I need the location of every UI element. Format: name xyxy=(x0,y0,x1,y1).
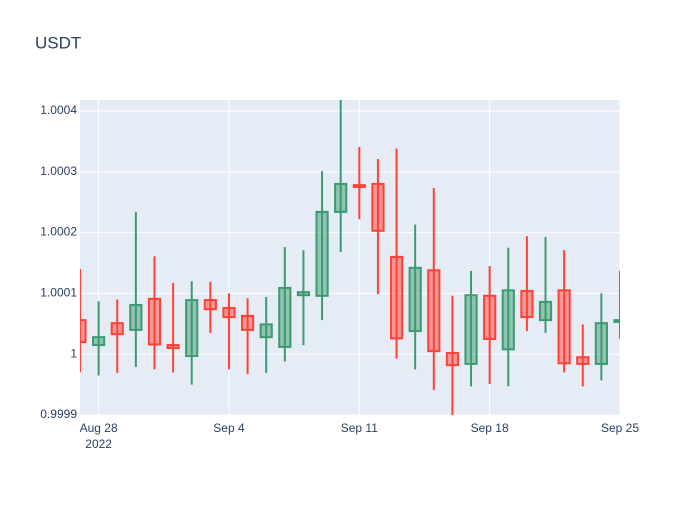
candle-body xyxy=(185,299,199,358)
candle-body xyxy=(501,289,515,351)
candle-body xyxy=(166,344,180,350)
candle-body xyxy=(352,184,366,188)
x-tick-label: Sep 18 xyxy=(471,421,509,435)
candle-body xyxy=(464,294,478,365)
candle-body xyxy=(408,266,422,333)
x-tick-year: 2022 xyxy=(85,437,112,451)
candle-body xyxy=(613,319,620,323)
x-tick-label: Sep 25 xyxy=(601,421,639,435)
y-tick-label: 1.0002 xyxy=(40,225,77,239)
plot-background xyxy=(80,100,620,415)
candle-body xyxy=(241,314,255,331)
x-tick-label: Aug 28 xyxy=(80,421,118,435)
candle-body xyxy=(594,322,608,365)
candles xyxy=(80,100,620,415)
candle-body xyxy=(538,300,553,322)
y-tick-label: 0.9999 xyxy=(40,407,77,421)
candle-body xyxy=(445,351,459,367)
candle-body xyxy=(371,182,385,232)
candle-body xyxy=(520,289,534,319)
candle-body xyxy=(147,297,162,346)
candle-body xyxy=(110,322,124,336)
candle-body xyxy=(222,306,236,319)
y-tick-label: 1.0004 xyxy=(40,103,77,117)
candle-body xyxy=(259,323,273,339)
candle-body xyxy=(576,356,590,365)
y-tick-label: 1.0001 xyxy=(40,286,77,300)
x-tick-label: Sep 11 xyxy=(341,421,378,435)
y-tick-label: 1.0003 xyxy=(40,164,77,178)
x-tick-label: Sep 4 xyxy=(213,421,245,435)
candle-body xyxy=(278,286,292,348)
candle-body xyxy=(80,319,87,344)
candle-body xyxy=(129,303,143,331)
candle-body xyxy=(557,289,571,365)
candle-body xyxy=(483,294,497,340)
candle-body xyxy=(296,291,311,297)
candle-body xyxy=(427,269,441,353)
candle-body xyxy=(334,182,348,213)
y-tick-label: 1 xyxy=(70,346,77,360)
candle-body xyxy=(92,336,106,347)
candle-body xyxy=(203,299,217,311)
candle-body xyxy=(315,210,329,297)
chart-title: USDT xyxy=(35,33,81,52)
candle-body xyxy=(389,255,404,340)
